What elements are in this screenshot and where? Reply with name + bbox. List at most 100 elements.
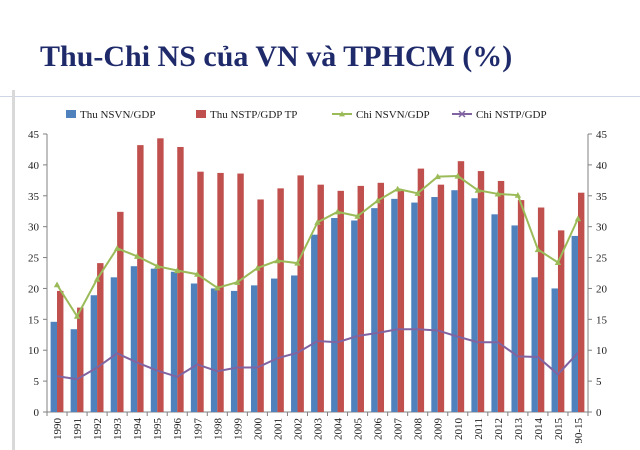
y-tick-label-left: 45 [28,129,40,141]
bar-thu-nsvn [190,283,198,412]
x-tick-label: 2005 [353,418,365,441]
bar-thu-nsvn [571,235,578,412]
point-chi-nsvn [334,208,341,215]
slide-side-bar [12,90,15,450]
x-tick-label: 2003 [313,418,325,441]
y-tick-label-left: 25 [28,253,40,265]
line-chi-nstp [56,328,579,381]
point-chi-nsvn [234,279,241,285]
bar-thu-nstp [217,172,224,412]
legend-label: Thu NSVN/GDP [80,109,155,121]
x-tick-label: 1991 [72,418,84,440]
bar-thu-nstp [317,184,324,412]
point-chi-nsvn [394,185,401,192]
point-chi-nsvn [314,219,321,225]
bar-thu-nstp [577,192,585,412]
bar-thu-nstp [517,200,525,412]
y-tick-label-left: 10 [28,345,40,357]
title-divider [0,96,640,97]
bar-thu-nsvn [70,329,78,412]
bar-thu-nsvn [331,218,338,412]
bar-thu-nstp [277,188,284,412]
legend-label: Thu NSTP/GDP TP [210,109,297,121]
point-chi-nsvn [474,187,481,193]
bar-thu-nstp [177,146,184,412]
bar-thu-nstp [377,182,385,412]
point-chi-nsvn [174,267,181,274]
x-tick-label: 1998 [212,418,224,441]
point-chi-nsvn [494,190,502,197]
x-tick-label: 2000 [252,418,264,441]
point-chi-nsvn [274,257,281,264]
point-chi-nsvn [194,271,201,277]
bar-thu-nsvn [411,202,418,412]
bar-thu-nsvn [351,220,358,412]
bar-thu-nstp [257,199,264,412]
bar-thu-nsvn [531,277,538,412]
legend-label: Chi NSTP/GDP [476,109,547,121]
bar-thu-nstp [57,290,64,412]
x-tick-label: 2015 [553,418,565,441]
x-tick-label: 2012 [493,418,505,440]
bar-thu-nstp [137,145,144,412]
x-tick-label: 2007 [393,418,405,441]
bar-thu-nsvn [491,214,498,412]
legend-swatch [66,110,76,118]
x-tick-label: 2002 [292,418,304,440]
x-tick-label: 1993 [112,418,124,441]
y-tick-label-left: 20 [28,283,40,295]
bar-thu-nstp [497,180,505,412]
x-tick-label: 2010 [453,418,465,441]
bar-thu-nsvn [110,277,118,412]
point-chi-nsvn [154,263,161,269]
bar-thu-nsvn [451,190,458,412]
bar-thu-nsvn [551,288,558,412]
x-tick-label: 1992 [92,418,104,440]
y-tick-label-right: 30 [596,222,608,234]
bar-thu-nstp [417,168,425,412]
point-chi-nsvn [254,264,261,271]
point-chi-nsvn [454,172,461,179]
y-tick-label-left: 40 [28,160,40,172]
point-chi-nsvn [414,190,421,196]
x-tick-label: 90-15 [573,418,585,444]
bar-thu-nstp [477,171,485,412]
legend-swatch [196,110,206,118]
point-chi-nsvn [514,191,522,198]
y-tick-label-right: 40 [596,160,608,172]
bar-thu-nstp [97,263,104,412]
point-chi-nsvn [374,197,381,204]
bar-thu-nstp [437,184,445,412]
bar-thu-nsvn [291,275,298,412]
y-tick-label-left: 5 [34,376,40,388]
point-chi-nsvn [534,246,542,253]
x-tick-label: 1994 [132,418,144,441]
legend-marker [339,111,345,117]
y-tick-label-right: 5 [596,376,602,388]
x-tick-label: 2001 [272,418,284,440]
bar-thu-nsvn [271,278,278,412]
legend-marker [458,110,466,118]
bar-thu-nstp [297,175,304,412]
point-chi-nsvn [113,245,121,251]
bar-thu-nsvn [391,198,398,412]
bar-thu-nstp [337,190,344,412]
bar-thu-nsvn [431,197,438,412]
y-tick-label-left: 35 [28,191,40,203]
bar-thu-nstp [557,230,565,412]
bar-thu-nsvn [471,198,478,412]
y-tick-label-right: 45 [596,129,608,141]
point-chi-nsvn [434,173,441,180]
point-chi-nsvn [294,259,301,266]
point-chi-nsvn [574,215,582,222]
point-chi-nsvn [73,313,81,319]
y-tick-label-left: 30 [28,222,40,234]
x-tick-label: 1995 [152,418,164,441]
bar-thu-nstp [77,307,84,412]
bar-thu-nsvn [250,285,258,412]
bar-thu-nsvn [371,208,378,412]
slide-title: Thu-Chi NS của VN và TPHCM (%) [40,40,513,73]
x-tick-label: 2013 [513,418,525,441]
x-tick-label: 2009 [433,418,445,441]
bar-thu-nsvn [210,288,218,412]
